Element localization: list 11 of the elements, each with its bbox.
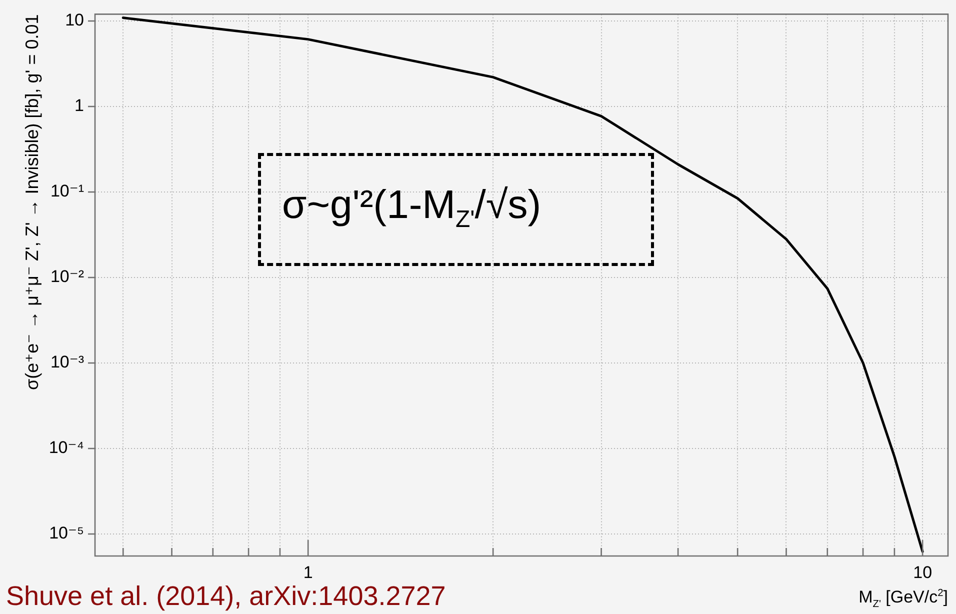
y-tick-label: 1 (74, 96, 84, 116)
y-tick-label: 10⁻² (50, 267, 84, 286)
y-tick-label: 10⁻¹ (50, 182, 84, 201)
y-tick-label: 10⁻³ (50, 352, 84, 372)
y-tick-label: 10⁻⁵ (49, 523, 84, 542)
x-axis-title: M$_{Z'}$ [GeV/c$^{2}$] (858, 588, 948, 610)
y-axis-title: σ(e⁺e⁻ → μ⁺μ⁻ Z', Z' → Invisible) [fb], g' = 0.01 (22, 14, 42, 390)
y-tick-label: 10⁻⁴ (48, 438, 84, 458)
text: Shuve et al. (2014), arXiv:1403.2727 (6, 581, 446, 612)
annotation: σ~g'²(1-M$_{Z'}$/√s) (282, 183, 542, 234)
y-tick-label: 10 (65, 10, 84, 30)
